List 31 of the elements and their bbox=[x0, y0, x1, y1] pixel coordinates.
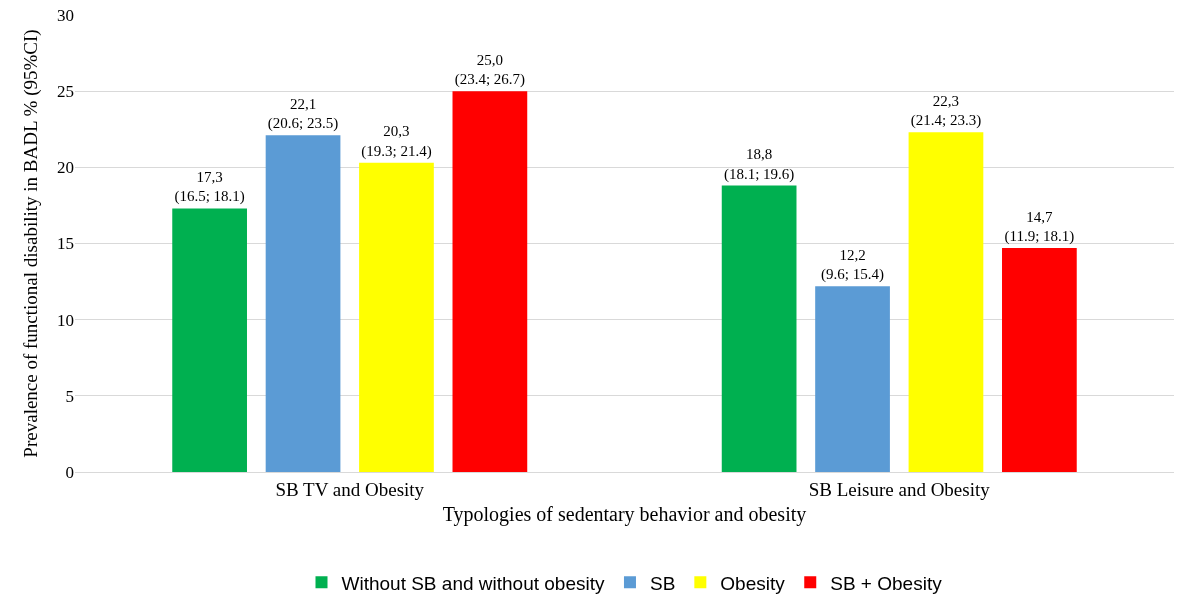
bar bbox=[265, 135, 341, 472]
x-axis-title: Typologies of sedentary behavior and obesity bbox=[442, 503, 807, 527]
y-tick-label: 5 bbox=[65, 386, 74, 406]
bar bbox=[452, 91, 528, 472]
data-label: 12,2 (9.6; 15.4) bbox=[821, 246, 885, 284]
bar bbox=[359, 162, 434, 472]
x-tick-label: SB TV and Obesity bbox=[275, 478, 425, 500]
data-label: 25,0 (23.4; 26.7) bbox=[454, 51, 526, 89]
bar bbox=[172, 208, 247, 472]
y-tick-label: 30 bbox=[57, 5, 74, 25]
y-tick-label: 25 bbox=[57, 82, 74, 102]
legend-label: Obesity bbox=[720, 572, 786, 594]
y-tick-label: 0 bbox=[65, 462, 74, 482]
bar bbox=[1002, 248, 1077, 472]
bar bbox=[815, 286, 890, 472]
data-label: 17,3 (16.5; 18.1) bbox=[174, 168, 245, 206]
data-label: 22,1 (20.6; 23.5) bbox=[267, 95, 339, 133]
data-label: 18,8 (18.1; 19.6) bbox=[723, 146, 795, 183]
y-tick-label: 10 bbox=[57, 310, 74, 330]
y-axis-title: Prevalence of functional disability in BADL % (95%CI) bbox=[19, 29, 42, 458]
x-tick-label: SB Leisure and Obesity bbox=[808, 478, 991, 500]
data-label: 22,3 (21.4; 23.3) bbox=[910, 92, 982, 130]
bar bbox=[721, 185, 797, 472]
legend-label: SB bbox=[649, 572, 676, 594]
y-tick-label: 15 bbox=[57, 234, 74, 254]
legend-label: Without SB and without obesity bbox=[341, 572, 605, 594]
bar bbox=[908, 132, 984, 472]
y-tick-label: 20 bbox=[57, 158, 74, 178]
legend-label: SB + Obesity bbox=[830, 572, 943, 594]
data-label: 14,7 (11.9; 18.1) bbox=[1004, 208, 1075, 246]
data-label: 20,3 (19.3; 21.4) bbox=[361, 123, 432, 160]
